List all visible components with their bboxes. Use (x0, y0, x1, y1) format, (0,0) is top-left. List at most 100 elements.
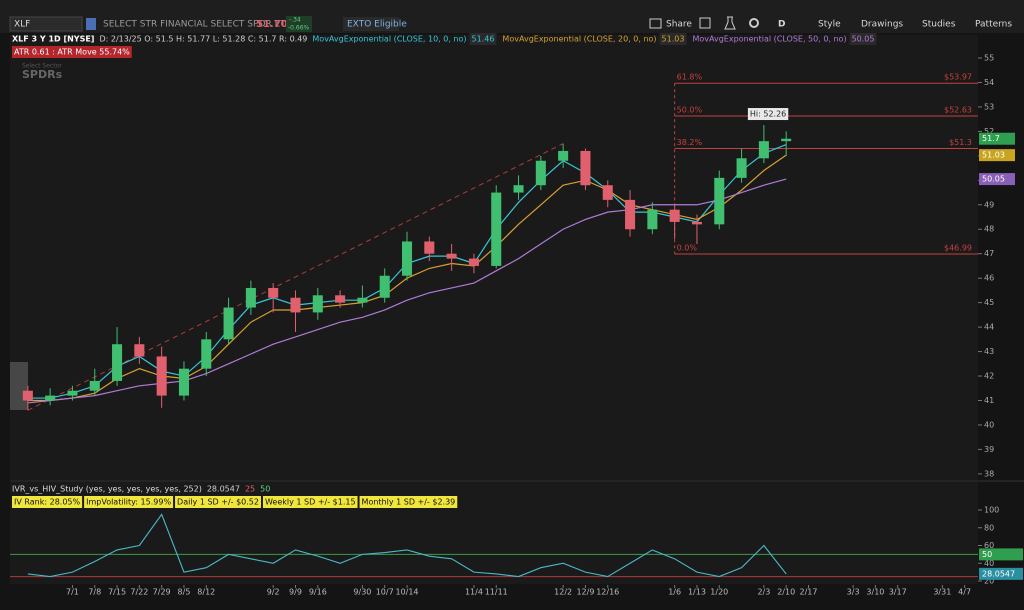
candle-body (446, 253, 457, 259)
candle-body (357, 297, 368, 303)
candle-body (89, 380, 100, 391)
iv-tag-group: 28.0547 (979, 567, 1023, 580)
study-value-group: 50.05 (849, 33, 877, 45)
header-text: D: 2/13/25 O: 51.5 H: 51.77 L: 51.28 C: … (99, 35, 307, 44)
candle-body (112, 344, 123, 381)
symbol[interactable]: XLF (14, 20, 30, 30)
x-tick-label: 9/2 (267, 588, 280, 597)
y-tick-label: 42 (984, 372, 994, 381)
hi-label: Hi: 52.26 (750, 110, 786, 119)
candle-body (781, 138, 792, 142)
moving-average (27, 178, 787, 404)
x-tick-label: 11/11 (485, 588, 508, 597)
fib-ratio: 0.0% (677, 243, 698, 252)
button[interactable]: D (778, 20, 785, 30)
y-tick-label: 53 (984, 102, 994, 111)
candle-body (736, 158, 747, 178)
study-value-box (659, 33, 687, 45)
gear-icon[interactable] (749, 18, 759, 28)
x-tick-label: 10/7 (376, 588, 394, 597)
iv-label-group: Weekly 1 SD +/- $1.15 (262, 496, 358, 508)
x-tick-label: 1/6 (668, 588, 681, 597)
y-tick-label: 40 (984, 559, 994, 568)
candle-body (223, 307, 234, 340)
hi-label-group: Hi: 52.26 (747, 108, 789, 121)
range-handle[interactable] (10, 362, 28, 410)
badge-box[interactable] (343, 17, 399, 31)
candle-body (67, 390, 78, 396)
candle-body (178, 368, 189, 396)
y-tick-label: 40 (984, 420, 994, 429)
x-tick-label: 9/16 (309, 588, 327, 597)
study-value-group: 51.46 (469, 33, 497, 45)
y-tick-label: 47 (984, 249, 994, 258)
study-value-box (469, 33, 497, 45)
fib-value: $51.3 (949, 138, 972, 147)
price-tag (979, 173, 1015, 186)
button[interactable]: Share (666, 20, 692, 30)
x-tick-label: 2/10 (777, 588, 795, 597)
iv-line (27, 513, 787, 578)
candle-body (558, 150, 569, 161)
candle-body (379, 275, 390, 298)
fib-ratio: 38.2% (677, 138, 703, 147)
y-tick-label: 45 (984, 298, 994, 307)
logo: Select Sector (22, 63, 62, 70)
iv-label: Daily 1 SD +/- $0.52 (177, 498, 259, 507)
x-tick-label: 10/14 (395, 588, 418, 597)
y-tick-label: 100 (984, 506, 999, 515)
x-tick-label: 12/16 (596, 588, 619, 597)
candle-body (758, 141, 769, 159)
iv-label-group: ImpVolatility: 15.99% (84, 496, 174, 508)
x-tick-label: 7/1 (66, 588, 79, 597)
last-price: 51.70 (256, 19, 288, 30)
fib-value: $52.63 (944, 105, 972, 114)
header-text: XLF 3 Y 1D [NYSE] (12, 35, 94, 44)
toolbar (0, 0, 1024, 33)
y-tick-label: 41 (984, 396, 994, 405)
candle-body (45, 395, 56, 401)
x-tick-label: 7/15 (108, 588, 126, 597)
button[interactable]: Drawings (861, 20, 903, 30)
candle-body (312, 295, 323, 313)
x-tick-label: 9/9 (289, 588, 302, 597)
y-tick-label: 80 (984, 523, 994, 532)
share-icon[interactable] (649, 18, 662, 29)
x-tick-label: 2/17 (800, 588, 818, 597)
iv-title-value: 50 (260, 485, 270, 494)
price-tag-group: 51.7 (979, 132, 1015, 145)
flask-icon[interactable] (724, 16, 736, 30)
x-tick-label: 3/31 (933, 588, 951, 597)
button[interactable]: Studies (922, 20, 956, 30)
iv-tag (979, 567, 1023, 580)
iv-title-value: 25 (245, 485, 255, 494)
x-tick-label: 8/12 (197, 588, 215, 597)
logo: SPDRs (22, 68, 63, 81)
candle-body (513, 185, 524, 193)
candle-body (669, 209, 680, 222)
x-tick-label: 12/9 (576, 588, 594, 597)
fib-value: $46.99 (944, 243, 972, 252)
x-tick-label: 2/3 (757, 588, 770, 597)
iv-label-group: Monthly 1 SD +/- $2.39 (359, 496, 458, 508)
link-icon[interactable] (86, 18, 96, 30)
iv-title: IVR_vs_HIV_Study (yes, yes, yes, yes, ye… (12, 485, 202, 494)
y-tick-label: 44 (984, 323, 994, 332)
price-tag-label: 51.03 (982, 151, 1005, 160)
change: -.34 (289, 17, 301, 24)
x-tick-label: 9/30 (353, 588, 371, 597)
y-tick-label: 38 (984, 469, 994, 478)
candle-body (468, 258, 479, 266)
badge[interactable]: EXTO Eligible (347, 20, 407, 30)
header-text: MovAvgExponential (CLOSE, 10, 0, no) (312, 35, 466, 44)
symbol-box[interactable] (9, 16, 83, 32)
candle-body (580, 150, 591, 186)
atr-box (12, 46, 132, 58)
icon[interactable] (699, 17, 711, 29)
y-tick-label: 20 (984, 577, 994, 586)
button[interactable]: Patterns (975, 20, 1012, 30)
iv-label-box (359, 496, 458, 508)
y-tick-label: 52 (984, 127, 994, 136)
button[interactable]: Style (818, 20, 841, 30)
